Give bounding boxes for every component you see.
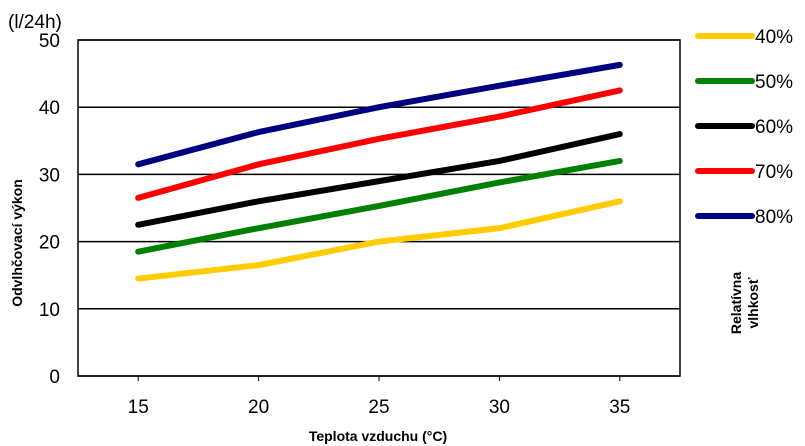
x-tick-label: 35 [609, 397, 630, 418]
series-line-40pct [135, 198, 623, 282]
x-tick-label: 30 [489, 397, 510, 418]
series-line-50pct [135, 157, 623, 255]
y-axis-ticks: 0 10 20 30 40 50 [39, 31, 60, 388]
y-axis-unit: (l/24h) [8, 12, 62, 33]
y-tick-label: 0 [49, 367, 60, 388]
series-line-70pct [135, 87, 623, 201]
legend-label: 40% [755, 27, 793, 48]
x-tick-label: 20 [248, 397, 269, 418]
legend-label: 70% [755, 162, 793, 183]
y-tick-label: 10 [39, 300, 60, 321]
x-tick-label: 25 [368, 397, 389, 418]
y-tick-label: 50 [39, 31, 60, 52]
series-line-60pct [135, 131, 623, 228]
y-axis-title: Odvlhčovací výkon [9, 179, 25, 307]
x-axis-title: Teplota vzduchu (°C) [309, 428, 447, 444]
y-tick-label: 40 [39, 98, 60, 119]
y-tick-label: 20 [39, 233, 60, 254]
legend-label: 50% [755, 72, 793, 93]
legend-label: 80% [755, 207, 793, 228]
legend: 40% 50% 60% 70% 80% [695, 27, 793, 228]
x-tick-label: 15 [128, 397, 149, 418]
series-lines [135, 61, 623, 282]
y-tick-label: 30 [39, 165, 60, 186]
legend-title-line1: Relatívna [728, 272, 744, 334]
x-axis-ticks: 15 20 25 30 35 [128, 376, 630, 418]
series-line-80pct [135, 61, 623, 168]
legend-label: 60% [755, 117, 793, 138]
legend-title: Relatívna vlhkosť [728, 272, 761, 334]
legend-title-line2: vlhkosť [745, 277, 761, 328]
